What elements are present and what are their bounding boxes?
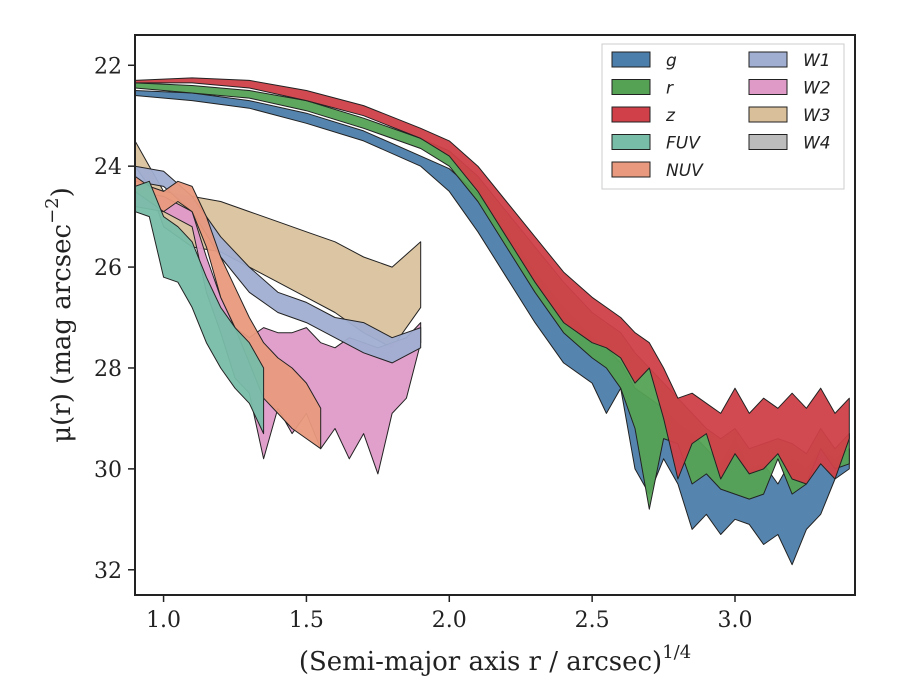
x-tick-label: 2.5: [575, 608, 610, 633]
band-area-nuv: [135, 175, 322, 450]
legend-label-g: g: [666, 51, 677, 71]
legend-swatch-w1: [748, 51, 788, 68]
y-tick-label: 24: [94, 155, 122, 180]
x-tick-label: 1.0: [146, 608, 181, 633]
legend-label-w2: W2: [803, 79, 831, 99]
legend-swatch-fuv: [611, 134, 651, 150]
legend-label-r: r: [666, 79, 674, 99]
legend-items: grz FUV NUV W1 W2 W3 W4: [611, 51, 831, 181]
y-axis-ticks: 22 24 26 28 30 32: [94, 54, 135, 584]
legend-label-w4: W4: [803, 134, 831, 154]
legend-label-fuv: FUV: [666, 134, 701, 154]
legend-swatch-w2: [748, 79, 788, 95]
x-axis-label: (Semi-major axis r / arcsec)1/4: [299, 642, 691, 677]
x-tick-label: 1.5: [289, 608, 324, 633]
legend-label-z: z: [665, 106, 676, 126]
band-area-fuv: [135, 180, 265, 435]
y-axis-label: μ(r) (mag arcsec−2): [42, 187, 77, 443]
legend-label-w3: W3: [803, 106, 831, 126]
y-tick-label: 26: [94, 256, 122, 281]
legend-swatch-r: [611, 79, 651, 95]
x-tick-label: 3.0: [718, 608, 753, 633]
y-axis-label-exponent: −2: [42, 197, 63, 224]
x-axis-label-exponent: 1/4: [662, 642, 691, 663]
legend: grz FUV NUV W1 W2 W3 W4: [601, 43, 845, 190]
y-tick-label: 22: [94, 54, 122, 79]
legend-swatch-w4: [748, 134, 788, 150]
y-axis-label-close: ): [47, 187, 77, 197]
x-axis-ticks: 1.0 1.5 2.0 2.5 3.0: [146, 595, 753, 633]
legend-swatch-g: [611, 51, 651, 68]
band-areas: [135, 77, 850, 566]
y-tick-label: 30: [94, 458, 122, 483]
legend-label-w1: W1: [803, 51, 831, 71]
legend-swatch-w3: [748, 106, 788, 123]
y-tick-label: 32: [94, 559, 122, 584]
band-area-z: [135, 77, 850, 485]
legend-label-nuv: NUV: [666, 161, 704, 181]
plot-frame: [134, 34, 856, 596]
x-tick-label: 2.0: [432, 608, 467, 633]
legend-swatch-nuv: [611, 161, 651, 178]
legend-swatch-z: [611, 106, 651, 123]
y-tick-label: 28: [94, 357, 122, 382]
